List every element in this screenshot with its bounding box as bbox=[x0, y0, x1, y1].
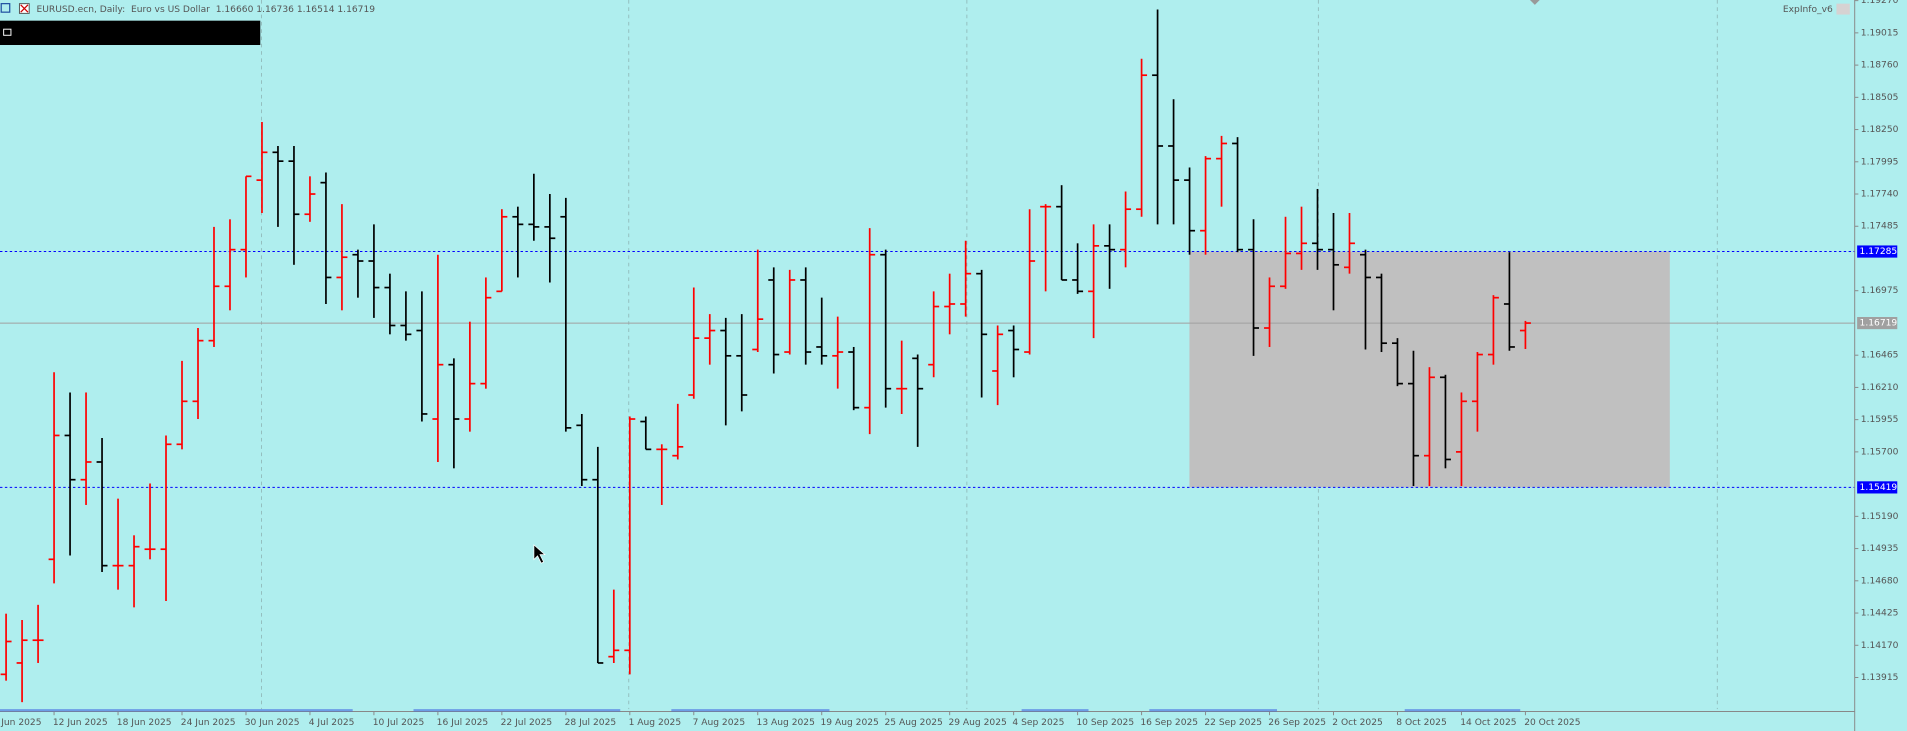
y-tick-label: 1.14425 bbox=[1861, 609, 1899, 619]
icon-mark bbox=[20, 4, 29, 13]
y-tick-label: 1.14680 bbox=[1861, 576, 1899, 586]
y-tick-label: 1.18505 bbox=[1861, 93, 1899, 103]
y-tick-label: 1.16465 bbox=[1861, 351, 1899, 361]
x-tick-label: 13 Aug 2025 bbox=[757, 718, 815, 728]
info-panel bbox=[0, 20, 261, 46]
panel-restore-icon[interactable] bbox=[3, 28, 12, 36]
y-tick-label: 1.16210 bbox=[1861, 383, 1899, 393]
level-price-label: 1.16719 bbox=[1860, 319, 1898, 329]
level-price-label: 1.15419 bbox=[1860, 483, 1898, 493]
x-tick-label: 16 Sep 2025 bbox=[1140, 718, 1198, 728]
y-tick-label: 1.16975 bbox=[1861, 286, 1899, 296]
x-tick-label: 4 Sep 2025 bbox=[1012, 718, 1064, 728]
toolbar-icons bbox=[0, 3, 30, 14]
strip bbox=[413, 709, 621, 712]
y-tick-label: 1.15190 bbox=[1861, 512, 1899, 522]
y-tick-label: 1.14935 bbox=[1861, 544, 1899, 554]
y-tick-label: 1.13915 bbox=[1861, 673, 1899, 683]
indicator-label: ExpInfo_v6 bbox=[1783, 5, 1833, 15]
x-tick-label: 2 Oct 2025 bbox=[1332, 718, 1383, 728]
strip bbox=[1149, 709, 1278, 712]
x-tick-label: 25 Aug 2025 bbox=[884, 718, 942, 728]
x-tick-label: 10 Sep 2025 bbox=[1076, 718, 1134, 728]
x-tick-label: 16 Jul 2025 bbox=[437, 718, 489, 728]
indicator-icon[interactable] bbox=[1836, 3, 1850, 15]
y-tick-label: 1.19015 bbox=[1861, 28, 1899, 38]
x-tick-label: 28 Jul 2025 bbox=[565, 718, 617, 728]
y-tick-label: 1.15700 bbox=[1861, 447, 1899, 457]
x-tick-label: 20 Oct 2025 bbox=[1524, 718, 1580, 728]
scroll-marker bbox=[1529, 0, 1540, 5]
strip bbox=[671, 709, 830, 712]
x-tick-label: 18 Jun 2025 bbox=[117, 718, 172, 728]
axis-labels: 1.13915 1.14170 1.14425 1.14680 1.14935 1.151… bbox=[53, 0, 1899, 728]
x-tick-label: 7 Aug 2025 bbox=[693, 718, 746, 728]
y-tick-label: 1.19270 bbox=[1861, 0, 1899, 6]
y-tick-label: 1.14170 bbox=[1861, 641, 1899, 651]
x-tick-label: 10 Jul 2025 bbox=[373, 718, 425, 728]
period-separators bbox=[261, 0, 1718, 710]
y-tick-label: 1.18250 bbox=[1861, 125, 1899, 135]
strip bbox=[1404, 709, 1521, 712]
x-tick-label: 1 Aug 2025 bbox=[629, 718, 682, 728]
y-tick-label: 1.17995 bbox=[1861, 157, 1899, 167]
x-tick-label: 26 Sep 2025 bbox=[1268, 718, 1326, 728]
chart-header: EURUSD.ecn, Daily: Euro vs US Dollar 1.1… bbox=[36, 5, 375, 15]
x-tick-label: 29 Aug 2025 bbox=[948, 718, 1006, 728]
level-price-box bbox=[1857, 481, 1898, 494]
bars bbox=[0, 9, 1531, 703]
x-tick-label: 22 Sep 2025 bbox=[1204, 718, 1262, 728]
x-tick-label: 24 Jun 2025 bbox=[181, 718, 236, 728]
x-tick-label: 19 Aug 2025 bbox=[821, 718, 879, 728]
x-tick-label: 8 Oct 2025 bbox=[1396, 718, 1447, 728]
scroll-strips bbox=[0, 709, 1521, 712]
x-tick-label: 22 Jul 2025 bbox=[501, 718, 553, 728]
x-tick-label: 12 Jun 2025 bbox=[53, 718, 108, 728]
x-tick-label: 30 Jun 2025 bbox=[245, 718, 300, 728]
y-tick-label: 1.17485 bbox=[1861, 222, 1899, 232]
x-tick-label: 14 Oct 2025 bbox=[1460, 718, 1516, 728]
strip bbox=[0, 709, 353, 712]
mouse-cursor bbox=[533, 544, 546, 564]
level-price-label: 1.17285 bbox=[1860, 247, 1898, 257]
x-tick-label: Jun 2025 bbox=[0, 718, 41, 728]
level-price-box bbox=[1857, 316, 1898, 330]
x-tick-label: 4 Jul 2025 bbox=[309, 718, 355, 728]
y-tick-label: 1.18760 bbox=[1861, 61, 1899, 71]
level-price-box bbox=[1857, 245, 1898, 258]
y-tick-label: 1.15955 bbox=[1861, 415, 1899, 425]
y-tick-label: 1.17740 bbox=[1861, 190, 1899, 200]
strip bbox=[1021, 709, 1089, 712]
icon[interactable] bbox=[0, 3, 11, 13]
